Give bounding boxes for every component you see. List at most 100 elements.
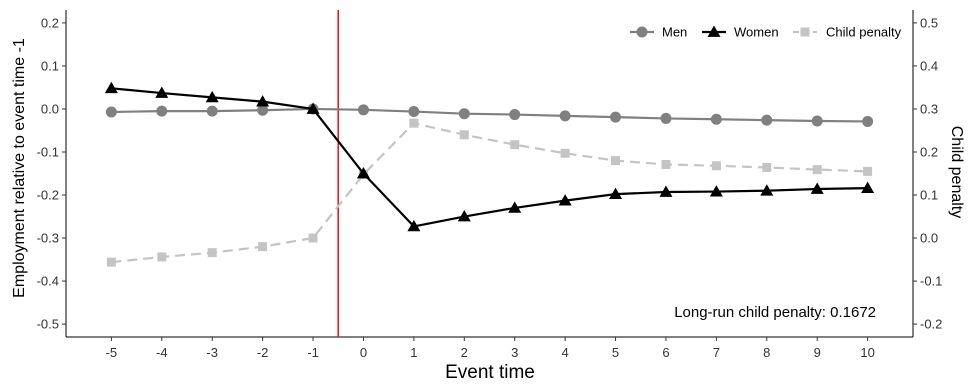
series-women xyxy=(104,81,875,232)
men-point xyxy=(761,114,773,126)
child-penalty-point xyxy=(207,248,217,258)
legend: Men Women Child penalty xyxy=(630,25,902,40)
x-tick-label: 9 xyxy=(814,345,821,360)
men-point xyxy=(458,108,470,120)
child-penalty-point xyxy=(106,257,116,267)
x-tick-label: 5 xyxy=(612,345,619,360)
women-point xyxy=(609,187,623,200)
men-point xyxy=(156,105,168,117)
men-point xyxy=(206,105,218,117)
legend-item-women: Women xyxy=(702,25,779,40)
child-penalty-point xyxy=(762,162,772,172)
x-axis-title: Event time xyxy=(445,362,535,383)
y2-tick-label: 0.0 xyxy=(920,231,938,246)
y2-tick-label: 0.3 xyxy=(920,101,938,116)
women-point xyxy=(558,194,572,206)
x-tick-label: -5 xyxy=(106,345,118,360)
child-penalty-point xyxy=(812,165,822,175)
women-point xyxy=(205,90,219,103)
men-point xyxy=(408,106,420,118)
men-line xyxy=(111,107,868,123)
y-axis-title: Employment relative to event time -1 xyxy=(11,38,28,298)
x-tick-label: 1 xyxy=(410,345,417,360)
x-tick-label: 3 xyxy=(511,345,518,360)
men-point xyxy=(660,112,672,124)
x-tick-label: 4 xyxy=(562,345,569,360)
men-point xyxy=(710,113,722,125)
legend-key-marker xyxy=(800,27,810,37)
men-point xyxy=(610,111,622,123)
women-point xyxy=(709,185,723,197)
child-penalty-point xyxy=(258,242,268,252)
y-tick-label: 0.1 xyxy=(41,58,59,73)
x-tick-label: 7 xyxy=(713,345,720,360)
women-point xyxy=(104,81,118,94)
y2-tick-label: 0.1 xyxy=(920,188,938,203)
child-penalty-point xyxy=(157,252,167,262)
child-penalty-point xyxy=(510,140,520,150)
child-penalty-point xyxy=(863,166,873,176)
long-run-penalty-annotation: Long-run child penalty: 0.1672 xyxy=(674,304,876,321)
men-point xyxy=(559,110,571,122)
y-tick-label: 0.2 xyxy=(41,15,59,30)
men-point xyxy=(257,104,269,116)
series-child-penalty xyxy=(106,118,873,267)
y-tick-label: -0.2 xyxy=(37,188,59,203)
y-tick-label: 0.0 xyxy=(41,101,59,116)
axes: -0.5 -0.4 -0.3 -0.2 -0.1 0.0 0.1 0.2 -0.2 -0.1 0.0… xyxy=(37,10,942,360)
child-penalty-point xyxy=(711,161,721,171)
y2-tick-label: 0.4 xyxy=(920,58,938,73)
men-point xyxy=(862,115,874,127)
child-penalty-point xyxy=(661,159,671,169)
men-point xyxy=(811,115,823,127)
women-point xyxy=(861,181,875,194)
y-tick-label: -0.1 xyxy=(37,144,59,159)
x-tick-label: -3 xyxy=(206,345,218,360)
legend-key-marker xyxy=(707,25,721,37)
x-tick-label: 10 xyxy=(860,345,874,360)
x-tick-label: 8 xyxy=(763,345,770,360)
x-tick-label: -2 xyxy=(257,345,269,360)
child-penalty-point xyxy=(459,130,469,140)
women-point xyxy=(155,86,169,98)
y2-axis-title: Child penalty xyxy=(948,126,965,219)
women-point xyxy=(810,182,824,194)
women-point xyxy=(356,167,370,179)
child-penalty-point xyxy=(308,233,318,243)
child-penalty-point xyxy=(560,148,570,158)
women-line xyxy=(111,87,868,228)
x-tick-label: -1 xyxy=(307,345,319,360)
y2-tick-label: -0.2 xyxy=(920,317,942,332)
x-tick-label: 0 xyxy=(360,345,367,360)
child-penalty-line xyxy=(111,122,868,264)
y2-tick-label: 0.2 xyxy=(920,144,938,159)
y-tick-label: -0.3 xyxy=(37,231,59,246)
x-tick-label: 2 xyxy=(461,345,468,360)
men-point xyxy=(357,104,369,116)
women-point xyxy=(760,184,774,196)
women-point xyxy=(256,95,270,107)
legend-key-marker xyxy=(636,26,648,38)
y-tick-label: -0.4 xyxy=(37,274,59,289)
legend-label: Women xyxy=(734,25,779,40)
y2-tick-label: 0.5 xyxy=(920,15,938,30)
men-point xyxy=(509,109,521,121)
women-point xyxy=(508,201,522,213)
legend-item-men: Men xyxy=(630,25,687,40)
y2-tick-label: -0.1 xyxy=(920,274,942,289)
legend-label: Men xyxy=(662,25,687,40)
series-men xyxy=(105,103,874,127)
x-tick-label: 6 xyxy=(662,345,669,360)
child-penalty-point xyxy=(409,118,419,128)
women-point xyxy=(407,219,421,232)
x-tick-label: -4 xyxy=(156,345,168,360)
y-tick-label: -0.5 xyxy=(37,317,59,332)
legend-label: Child penalty xyxy=(826,25,902,40)
men-point xyxy=(105,106,117,118)
women-point xyxy=(306,102,320,114)
women-point xyxy=(457,210,471,222)
series-layer xyxy=(104,81,875,267)
child-penalty-point xyxy=(611,156,621,166)
women-point xyxy=(659,185,673,197)
